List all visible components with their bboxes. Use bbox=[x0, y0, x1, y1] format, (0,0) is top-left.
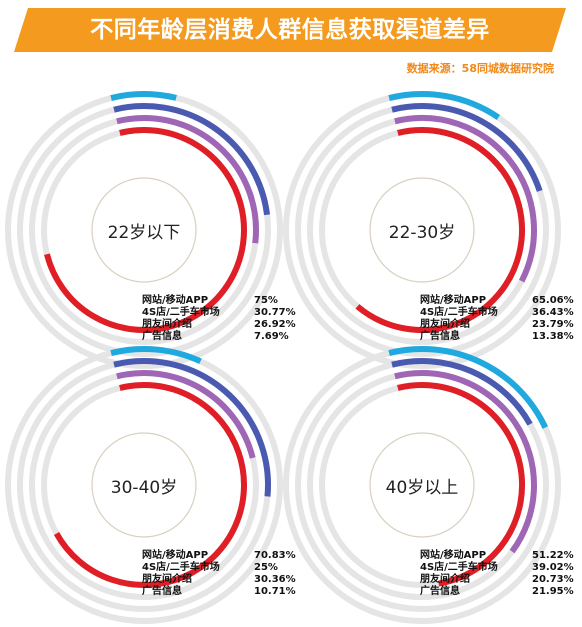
arc-ads bbox=[388, 346, 548, 429]
arc-website-app bbox=[355, 127, 525, 333]
legend-value: 39.02% bbox=[532, 562, 574, 573]
legend-row-ads: 广告信息 7.69% bbox=[142, 331, 296, 343]
age-group-label: 22-30岁 bbox=[388, 223, 456, 243]
arc-friends-referral bbox=[391, 103, 543, 192]
legend-row-friends-referral: 朋友间介绍 20.73% bbox=[420, 574, 574, 586]
legend-label: 朋友间介绍 bbox=[142, 319, 192, 330]
legend-row-ads: 广告信息 13.38% bbox=[420, 331, 574, 343]
inner-circle bbox=[91, 432, 197, 538]
arc-4s-used-market bbox=[394, 115, 537, 283]
legend-row-4s-used-market: 4S店/二手车市场 39.02% bbox=[420, 562, 574, 574]
legend-row-friends-referral: 朋友间介绍 26.92% bbox=[142, 319, 296, 331]
legend-row-4s-used-market: 4S店/二手车市场 25% bbox=[142, 562, 296, 574]
legend-label: 4S店/二手车市场 bbox=[142, 562, 220, 573]
legend-value: 26.92% bbox=[254, 319, 296, 330]
legend-value: 13.38% bbox=[532, 331, 574, 342]
legend-value: 30.36% bbox=[254, 574, 296, 585]
arc-friends-referral bbox=[391, 358, 533, 426]
legend-row-website-app: 网站/移动APP 51.22% bbox=[420, 550, 574, 562]
arc-website-app bbox=[397, 381, 526, 587]
legend-label: 朋友间介绍 bbox=[420, 574, 470, 585]
arc-ads bbox=[110, 91, 177, 101]
legend: 网站/移动APP 70.83% 4S店/二手车市场 25% 朋友间介绍 30.36% 广告信… bbox=[142, 550, 296, 598]
legend-label: 网站/移动APP bbox=[142, 295, 209, 306]
legend-label: 广告信息 bbox=[142, 586, 182, 597]
arc-website-app bbox=[53, 382, 247, 588]
arc-4s-used-market bbox=[394, 370, 537, 554]
chart-panel-over-40: 40岁以上 网站/移动APP 51.22% 4S店/二手车市场 39.02% 朋友间介绍… bbox=[283, 345, 582, 627]
arc-friends-referral bbox=[113, 103, 271, 216]
legend-label: 4S店/二手车市场 bbox=[420, 562, 498, 573]
inner-circle bbox=[369, 177, 475, 283]
legend-row-4s-used-market: 4S店/二手车市场 30.77% bbox=[142, 307, 296, 319]
arc-4s-used-market bbox=[116, 370, 256, 459]
legend-row-friends-referral: 朋友间介绍 23.79% bbox=[420, 319, 574, 331]
title-banner: 不同年龄层消费人群信息获取渠道差异 bbox=[14, 8, 566, 52]
arc-friends-referral bbox=[113, 358, 271, 497]
legend-label: 朋友间介绍 bbox=[142, 574, 192, 585]
legend-label: 广告信息 bbox=[420, 586, 460, 597]
age-group-label: 22岁以下 bbox=[107, 223, 181, 243]
age-group-label: 30-40岁 bbox=[110, 478, 178, 498]
chart-panel-under-22: 22岁以下 网站/移动APP 75% 4S店/二手车市场 30.77% 朋友间介绍 26.… bbox=[5, 90, 304, 372]
legend-label: 4S店/二手车市场 bbox=[420, 307, 498, 318]
legend-value: 70.83% bbox=[254, 550, 296, 561]
chart-panel-30-40: 30-40岁 网站/移动APP 70.83% 4S店/二手车市场 25% 朋友间介绍 30… bbox=[5, 345, 304, 627]
banner-shape bbox=[14, 8, 566, 52]
legend-value: 75% bbox=[254, 295, 278, 306]
legend-value: 21.95% bbox=[532, 586, 574, 597]
radial-chart bbox=[5, 91, 283, 369]
legend-value: 30.77% bbox=[254, 307, 296, 318]
legend-value: 20.73% bbox=[532, 574, 574, 585]
legend: 网站/移动APP 75% 4S店/二手车市场 30.77% 朋友间介绍 26.92% 广告信… bbox=[142, 295, 296, 343]
legend-value: 65.06% bbox=[532, 295, 574, 306]
legend-label: 4S店/二手车市场 bbox=[142, 307, 220, 318]
data-source-note: 数据来源：58同城数据研究院 bbox=[406, 62, 554, 75]
arc-ads bbox=[110, 346, 202, 365]
radial-chart bbox=[283, 91, 561, 369]
legend-value: 51.22% bbox=[532, 550, 574, 561]
arc-ads bbox=[388, 91, 501, 120]
legend-row-website-app: 网站/移动APP 75% bbox=[142, 295, 296, 307]
chart-panel-22-30: 22-30岁 网站/移动APP 65.06% 4S店/二手车市场 36.43% 朋友间介… bbox=[283, 90, 582, 372]
legend-label: 网站/移动APP bbox=[420, 550, 487, 561]
legend-value: 10.71% bbox=[254, 586, 296, 597]
legend-value: 23.79% bbox=[532, 319, 574, 330]
age-group-label: 40岁以上 bbox=[385, 478, 459, 498]
arc-website-app bbox=[44, 127, 247, 333]
legend-value: 36.43% bbox=[532, 307, 574, 318]
legend: 网站/移动APP 51.22% 4S店/二手车市场 39.02% 朋友间介绍 20.73%… bbox=[420, 550, 574, 598]
legend-row-friends-referral: 朋友间介绍 30.36% bbox=[142, 574, 296, 586]
legend-value: 25% bbox=[254, 562, 278, 573]
legend-label: 广告信息 bbox=[142, 331, 182, 342]
legend-row-4s-used-market: 4S店/二手车市场 36.43% bbox=[420, 307, 574, 319]
legend: 网站/移动APP 65.06% 4S店/二手车市场 36.43% 朋友间介绍 23.79%… bbox=[420, 295, 574, 343]
legend-row-ads: 广告信息 21.95% bbox=[420, 586, 574, 598]
legend-label: 朋友间介绍 bbox=[420, 319, 470, 330]
legend-row-website-app: 网站/移动APP 65.06% bbox=[420, 295, 574, 307]
legend-label: 广告信息 bbox=[420, 331, 460, 342]
inner-circle bbox=[369, 432, 475, 538]
arc-4s-used-market bbox=[116, 115, 259, 244]
inner-circle bbox=[91, 177, 197, 283]
page-title: 不同年龄层消费人群信息获取渠道差异 bbox=[90, 17, 490, 43]
legend-label: 网站/移动APP bbox=[420, 295, 487, 306]
legend-label: 网站/移动APP bbox=[142, 550, 209, 561]
legend-value: 7.69% bbox=[254, 331, 289, 342]
legend-row-ads: 广告信息 10.71% bbox=[142, 586, 296, 598]
legend-row-website-app: 网站/移动APP 70.83% bbox=[142, 550, 296, 562]
